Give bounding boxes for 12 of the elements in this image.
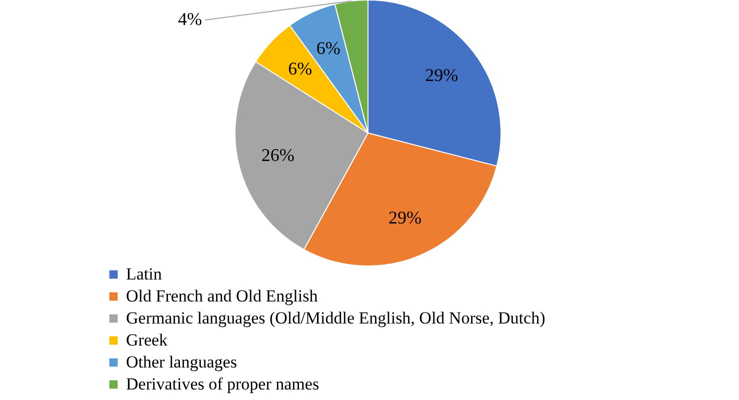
legend-label: Germanic languages (Old/Middle English, Old Norse, Dutch) [126, 308, 546, 328]
data-label: 6% [288, 58, 312, 78]
legend-label: Other languages [126, 352, 237, 372]
legend-label: Greek [126, 330, 168, 350]
legend-label: Derivatives of proper names [126, 374, 320, 394]
data-label: 26% [261, 145, 294, 166]
data-label: 4% [178, 9, 202, 29]
data-label: 29% [388, 207, 422, 228]
data-label: 6% [316, 38, 340, 58]
legend-label: Latin [126, 264, 162, 284]
legend-label: Old French and Old English [126, 286, 318, 306]
data-label: 29% [425, 64, 458, 85]
